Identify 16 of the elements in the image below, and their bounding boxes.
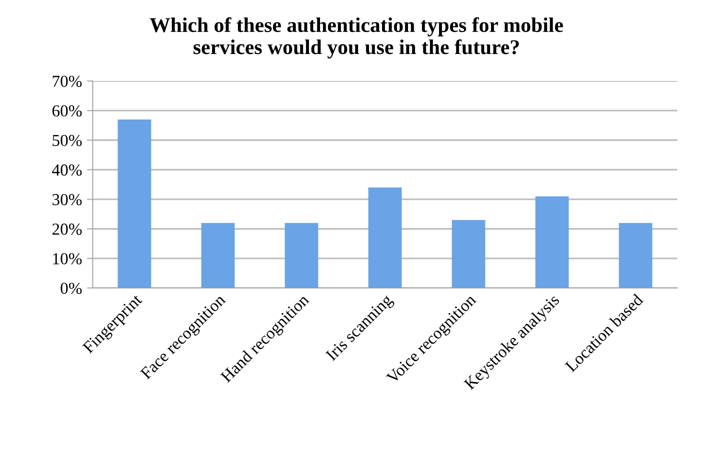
bar [201,222,235,288]
y-tick-label: 0% [60,282,82,294]
y-tick-label: 10% [53,253,82,264]
bar [618,222,652,288]
bar [368,187,402,288]
y-tick-label: 70% [52,76,82,87]
y-tick-label: 50% [52,134,82,146]
y-tick-label: 30% [52,194,82,206]
chart-title: Which of these authentication types for mobile services would you use in the future? [150,17,563,58]
bar [118,119,152,288]
bar [452,220,486,288]
y-tick-label: 20% [52,224,82,235]
bar [284,222,318,288]
bar [535,196,569,288]
y-tick-label: 60% [52,105,82,117]
y-tick-label: 40% [52,164,82,176]
